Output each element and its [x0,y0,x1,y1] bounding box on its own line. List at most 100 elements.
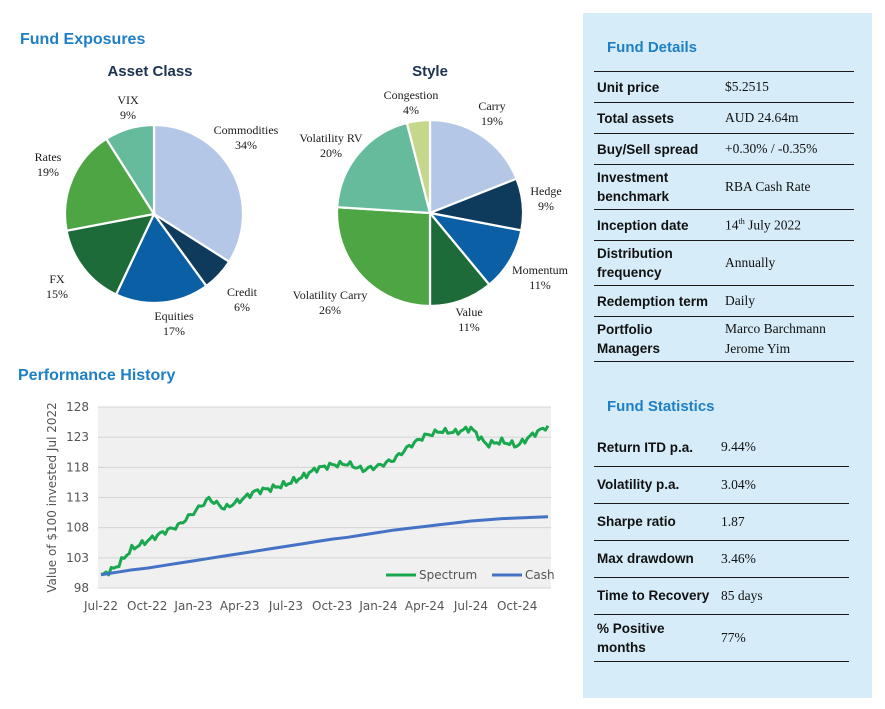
pie-label-fx: FX [49,272,65,286]
manager-name: Jerome Yim [725,341,791,356]
x-tick-label: Apr-23 [220,599,260,613]
legend-label-spectrum: Spectrum [419,568,477,582]
stats-key: Return ITD p.a. [594,429,721,467]
pie-label-momentum: Momentum [512,263,569,277]
stats-value: 3.46% [721,540,849,578]
x-tick-label: Jan-24 [358,599,397,613]
stats-row-recovery: Time to Recovery 85 days [594,577,849,615]
fund-info-panel: Fund Details Unit price $5.2515 Total as… [583,13,872,698]
details-row-spread: Buy/Sell spread +0.30% / -0.35% [594,133,854,165]
details-value: +0.30% / -0.35% [725,133,854,165]
series-line-cash [100,515,549,577]
details-value: 14th July 2022 [725,209,854,241]
details-value: Annually [725,240,854,286]
stats-value: 3.04% [721,466,849,504]
stats-value: 9.44% [721,429,849,467]
y-tick-label: 98 [74,581,89,595]
pie-label-rates: Rates [35,150,62,164]
style-pie-chart: Carry19%Hedge9%Momentum11%Value11%Volati… [293,88,569,334]
series-line-spectrum [100,424,550,577]
details-key: Total assets [594,102,725,134]
stats-key: Volatility p.a. [594,466,721,504]
details-key: Buy/Sell spread [594,133,725,165]
fund-statistics-heading: Fund Statistics [607,398,715,415]
details-value: Marco Barchmann Jerome Yim [725,316,854,362]
details-row-benchmark: Investment benchmark RBA Cash Rate [594,164,854,210]
y-tick-label: 108 [66,521,89,535]
performance-line-chart: 98 103 108 113 118 123 128 Jul-22 Oct-22 Jan-23 Ap… [45,400,555,613]
pie-label-carry: Carry [478,99,505,113]
stats-row-positive: % Positive months 77% [594,614,849,662]
stats-row-sharpe: Sharpe ratio 1.87 [594,503,849,541]
stats-key: Max drawdown [594,540,721,578]
y-tick-label: 123 [66,430,89,444]
legend-label-cash: Cash [525,568,555,582]
pie-value-fx: 15% [46,287,68,301]
pie-value-carry: 19% [481,114,503,128]
pie-label-volatility-rv: Volatility RV [299,131,362,145]
pie-label-vix: VIX [117,93,139,107]
x-tick-label: Jul-22 [83,599,118,613]
stats-value: 1.87 [721,503,849,541]
pie-slice-congestion [405,118,432,214]
stats-key: Sharpe ratio [594,503,721,541]
y-tick-label: 103 [66,551,89,565]
stats-key: % Positive months [594,614,721,662]
y-tick-label: 113 [66,491,89,505]
y-tick-label: 118 [66,460,89,474]
details-row-inception: Inception date 14th July 2022 [594,209,854,241]
x-tick-label: Oct-23 [312,599,352,613]
stats-row-drawdown: Max drawdown 3.46% [594,540,849,578]
pie-slice-fx [65,212,156,296]
details-key: Distribution frequency [594,240,725,286]
details-row-managers: Portfolio Managers Marco Barchmann Jerom… [594,316,854,362]
inception-rest: July 2022 [744,217,801,233]
pie-label-credit: Credit [227,285,258,299]
pie-value-credit: 6% [234,300,250,314]
stats-row-volatility: Volatility p.a. 3.04% [594,466,849,504]
pie-label-equities: Equities [154,309,194,323]
details-key: Investment benchmark [594,164,725,210]
x-tick-label: Apr-24 [405,599,445,613]
details-row-redemption: Redemption term Daily [594,285,854,317]
pie-value-commodities: 34% [235,138,257,152]
x-tick-label: Oct-22 [127,599,167,613]
details-value: AUD 24.64m [725,102,854,134]
pie-slice-equities [114,211,208,305]
details-key: Unit price [594,71,725,103]
stats-value: 85 days [721,577,849,615]
pie-label-hedge: Hedge [530,184,561,198]
pie-value-momentum: 11% [529,278,551,292]
pie-value-congestion: 4% [403,103,419,117]
pie-slice-vix [104,123,156,218]
pie-label-commodities: Commodities [214,123,279,137]
stats-key: Time to Recovery [594,577,721,615]
pie-label-congestion: Congestion [384,88,439,102]
y-axis-label: Value of $100 invested Jul 2022 [45,402,59,593]
x-tick-label: Jan-23 [173,599,212,613]
pie-value-vix: 9% [120,108,136,122]
x-tick-label: Jul-23 [268,599,303,613]
pie-value-hedge: 9% [538,199,554,213]
y-tick-label: 128 [66,400,89,414]
asset-class-title: Asset Class [107,63,193,80]
details-row-unit-price: Unit price $5.2515 [594,71,854,103]
fund-statistics-table: Return ITD p.a. 9.44% Volatility p.a. 3.… [594,429,849,662]
details-row-distribution: Distribution frequency Annually [594,240,854,286]
details-key: Inception date [594,209,725,241]
fund-exposures-heading: Fund Exposures [20,31,146,48]
pie-value-equities: 17% [163,324,185,338]
pie-value-value: 11% [458,320,480,334]
stats-row-return: Return ITD p.a. 9.44% [594,429,849,467]
inception-day: 14 [725,217,739,233]
fund-details-heading: Fund Details [607,39,698,56]
x-tick-label: Oct-24 [497,599,537,613]
pie-value-rates: 19% [37,165,59,179]
manager-name: Marco Barchmann [725,321,826,336]
fund-details-table: Unit price $5.2515 Total assets AUD 24.6… [594,71,854,362]
pie-value-volatility-carry: 26% [319,303,341,317]
pie-slice-volatility-rv [336,121,432,215]
inception-suffix: th [738,216,745,226]
details-row-total-assets: Total assets AUD 24.64m [594,102,854,134]
